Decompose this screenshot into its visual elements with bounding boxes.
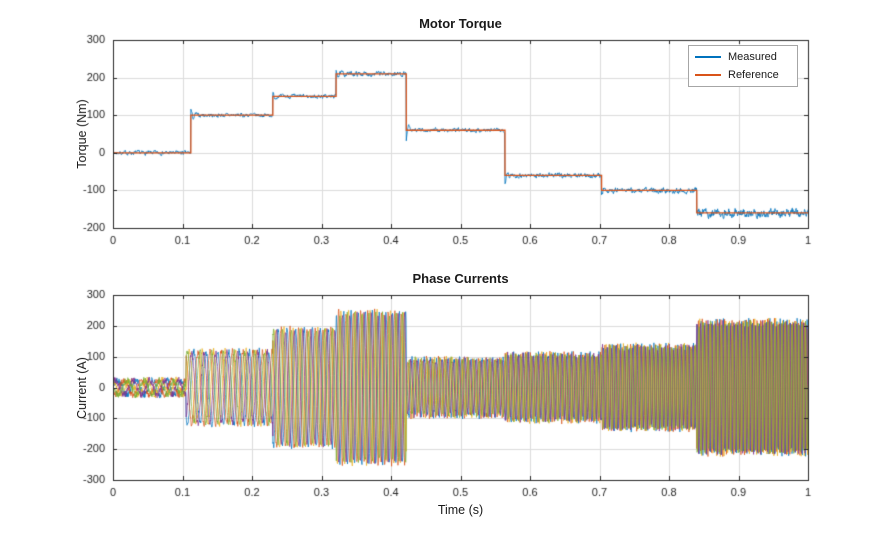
time-x-axis-label: Time (s) (437, 503, 484, 517)
torque-y-axis-label: Torque (Nm) (75, 99, 89, 169)
currents-y-axis-label: Current (A) (75, 357, 89, 419)
legend-label-measured: Measured (728, 51, 777, 63)
measured-line-swatch (695, 56, 721, 58)
currents-chart-canvas (0, 265, 895, 505)
torque-legend: Measured Reference (688, 45, 798, 87)
legend-item-measured: Measured (695, 50, 791, 64)
reference-line-swatch (695, 74, 721, 76)
currents-chart-title: Phase Currents (412, 271, 509, 286)
legend-item-reference: Reference (695, 68, 791, 82)
torque-chart-title: Motor Torque (419, 16, 502, 31)
legend-label-reference: Reference (728, 69, 779, 81)
torque-chart-canvas (0, 0, 895, 265)
